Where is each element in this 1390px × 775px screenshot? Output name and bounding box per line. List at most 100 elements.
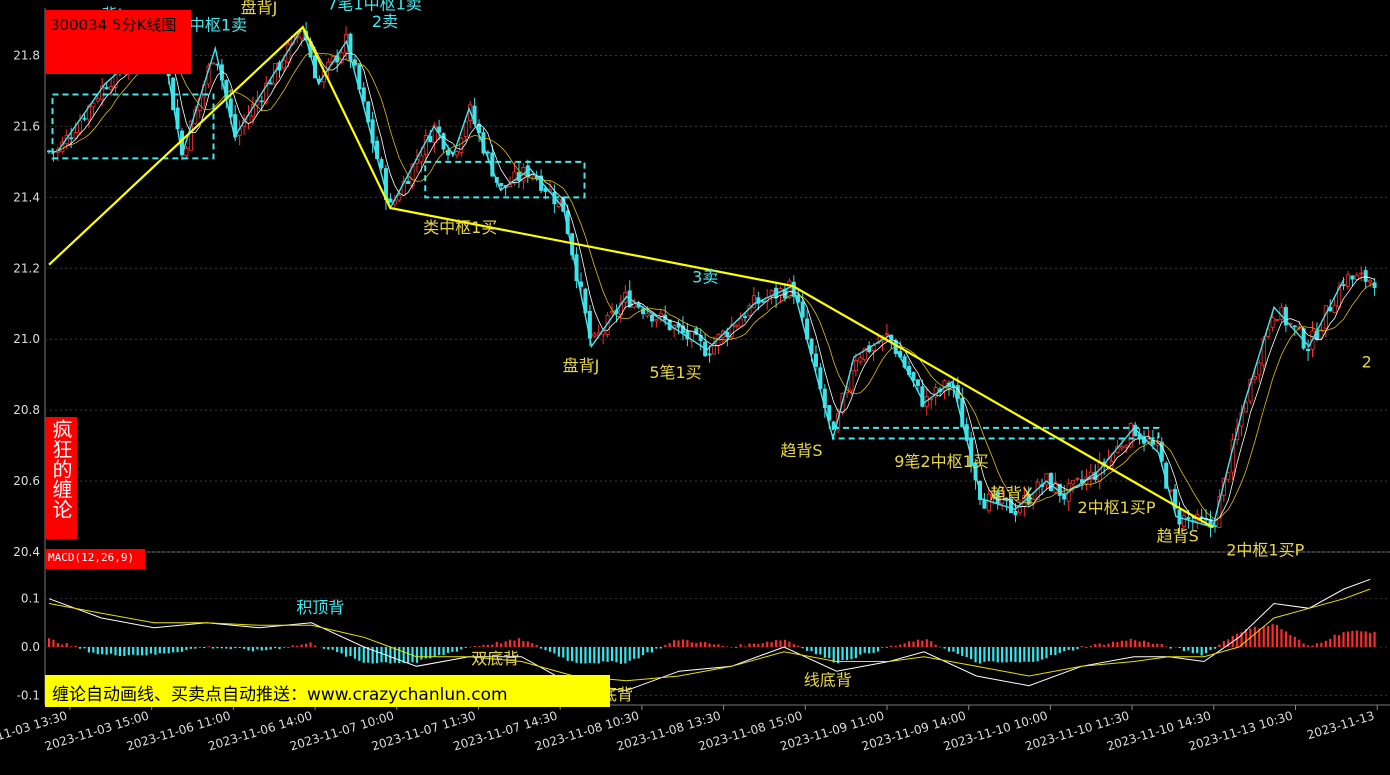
candle-body [1332,304,1337,313]
pivot-zone [51,93,215,160]
price-tick-label: 21.4 [13,190,40,204]
macd-annotation: 线底背 [804,671,852,690]
candle-body [69,137,74,140]
candle-body [583,288,588,314]
candle-body [100,85,105,100]
macd-dea-line [48,588,1371,682]
price-annotation: 2 [1362,353,1372,372]
candle-body [1226,472,1231,481]
candle-body [1075,477,1080,480]
candle-body [1173,488,1178,509]
candle-body [827,405,832,421]
candle-body [1208,518,1213,528]
candle-body [512,171,517,184]
candle-body [680,325,685,334]
candle-body [592,333,597,337]
candle-body [1048,472,1053,492]
chart-title: 300034 5分K线图 [50,16,177,34]
candle-body [641,308,646,315]
candle-body [1368,279,1373,283]
candle-body [437,126,442,133]
price-annotation: 趋背S [1157,526,1199,545]
candle-body [1359,272,1364,275]
candle-body [264,82,269,104]
price-tick-label: 20.4 [13,545,40,559]
candle-body [1124,445,1129,448]
candle-body [853,359,858,371]
candle-body [299,31,304,40]
candle-body [1350,275,1355,280]
macd-panel [47,578,1376,692]
candle-body [428,136,433,143]
candle-body [707,353,712,356]
candle-body [82,117,87,120]
price-annotation: 7笔1中枢1卖 [327,0,422,13]
candle-body [463,121,468,137]
x-tick-label: 2023-11-13 [1305,708,1376,742]
candle-body [658,312,663,318]
promo-banner-text: 缠论自动画线、买卖点自动推送：www.crazychanlun.com [52,685,508,705]
candle-body [348,33,353,61]
candle-body [268,82,273,85]
price-annotation: 类中枢1卖 [173,16,247,35]
price-annotation: 盘背J [563,356,600,375]
candle-body [1217,496,1222,528]
macd-dif-line [48,578,1371,692]
segment-polyline [57,25,1345,529]
candle-body [645,312,650,317]
macd-annotation: 积顶背 [296,598,344,617]
candle-body [1186,517,1191,520]
macd-annotation: 双底背 [471,649,519,668]
candle-body [1181,515,1186,528]
candle-body [1009,498,1014,514]
candle-body [1341,284,1346,287]
candle-body [419,155,424,163]
price-tick-label: 21.0 [13,332,40,346]
candle-body [760,300,765,303]
candle-body [361,87,366,102]
macd-label: MACD(12,26,9) [48,551,135,564]
ma-slow [48,51,1375,520]
candle-body [406,181,411,184]
segment-lines [57,25,1345,529]
promo-banner [45,675,610,707]
candle-body [1071,479,1076,485]
candle-body [743,316,748,318]
price-annotation: 2卖 [372,12,398,31]
macd-tick-label: 0.1 [21,592,40,606]
candle-body [1283,307,1288,326]
candle-body [1363,270,1368,282]
candle-body [73,132,78,139]
candle-body [849,370,854,391]
candle-body [95,98,100,102]
candle-body [188,120,193,151]
price-annotation: 9笔2中枢1买 [894,452,989,471]
price-annotation: 3卖 [692,267,718,286]
candle-body [109,86,114,90]
candle-body [1345,274,1350,287]
candle-body [1017,507,1022,514]
price-annotation: 盘背J [241,0,278,17]
pivot-zones [51,93,1160,440]
candle-body [862,347,867,361]
price-annotation: 2中枢1买P [1077,498,1155,517]
candle-body [508,184,513,187]
candle-body [813,353,818,367]
candle-body [379,159,384,169]
candle-body [1119,446,1124,449]
candle-body [836,412,841,431]
candle-body [982,499,987,509]
candle-body [884,333,889,336]
macd-tick-label: 0.0 [21,640,40,654]
candle-body [738,318,743,327]
candle-body [211,62,216,65]
macd-label-box [45,549,145,569]
grid-lines [44,8,1390,706]
price-annotation: 趋背S [780,441,822,460]
candle-body [787,280,792,299]
candle-body [800,301,805,318]
candle-body [1221,477,1226,496]
price-annotation: 趋背X [990,484,1033,503]
macd-tick-label: -0.1 [17,688,40,702]
